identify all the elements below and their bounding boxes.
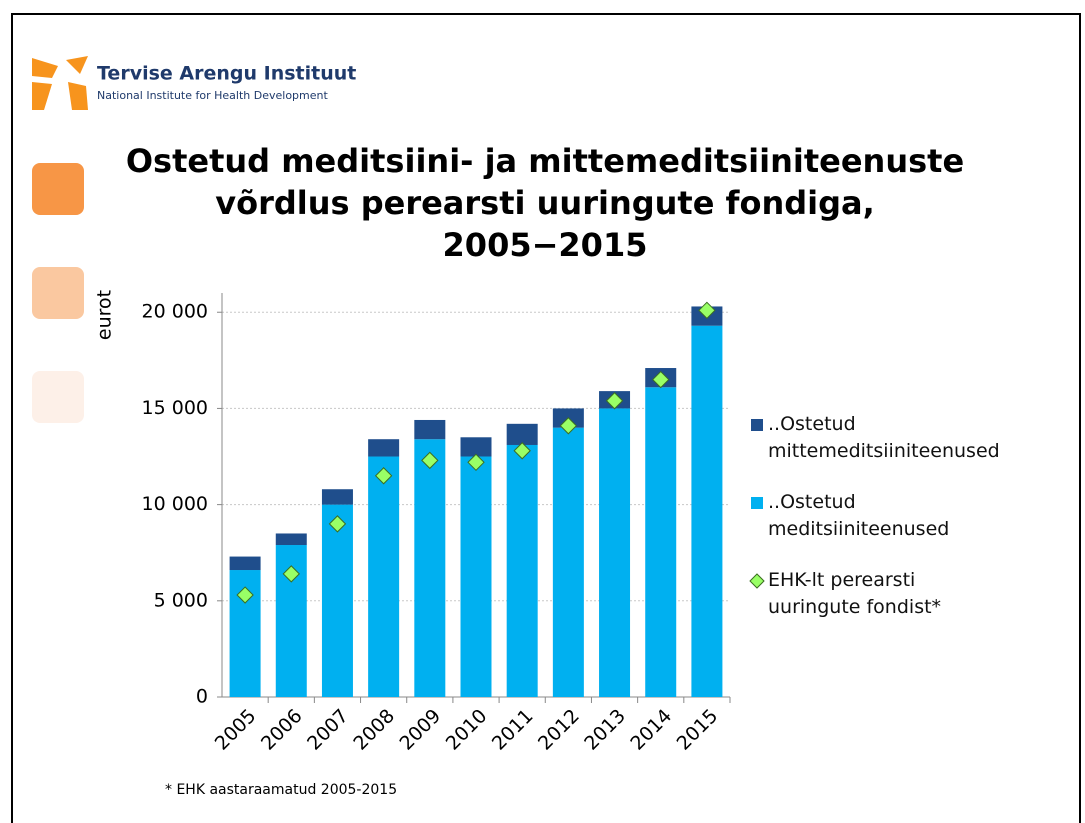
marker: [559, 417, 578, 435]
x-tick-label: 2012: [534, 705, 584, 755]
bar-segment: [368, 456, 400, 697]
x-tick-label: 2010: [442, 705, 492, 755]
org-subtitle: National Institute for Health Developmen…: [97, 89, 328, 102]
bar-segment: [599, 408, 631, 697]
bar-segment: [321, 504, 353, 697]
marker: [374, 467, 393, 485]
x-tick-label: 2007: [303, 705, 353, 755]
chart-title: Ostetud meditsiini- ja mittemeditsiinite…: [125, 142, 965, 264]
marker: [698, 301, 716, 320]
legend-label: ..Ostetud meditsiiniteenused: [768, 491, 950, 540]
y-axis-label: eurot: [94, 290, 116, 340]
legend-label: EHK-lt perearsti uuringute fondist*: [768, 569, 942, 618]
x-tick-label: 2006: [257, 705, 307, 755]
x-tick-label: 2013: [580, 705, 630, 755]
logo: [32, 56, 88, 110]
x-tick-label: 2015: [673, 705, 723, 755]
marker: [236, 586, 254, 604]
marker: [328, 515, 347, 533]
marker: [421, 451, 439, 470]
y-tick-label: 5 000: [154, 589, 208, 611]
bar-segment: [460, 437, 492, 457]
bar-segment: [275, 533, 307, 546]
marker: [652, 370, 670, 389]
bar-segment: [414, 419, 446, 440]
bar-segment: [691, 325, 723, 697]
legend-marker: [749, 573, 765, 589]
y-tick-label: 15 000: [142, 397, 208, 419]
footnote: * EHK aastaraamatud 2005-2015: [165, 782, 397, 798]
y-tick-label: 10 000: [142, 493, 208, 515]
y-tick-label: 0: [196, 686, 208, 708]
marker: [513, 442, 531, 460]
decor-square: [32, 267, 84, 319]
marker: [282, 565, 300, 583]
bar-segment: [414, 439, 446, 697]
bar-segment: [506, 444, 538, 697]
legend-label: ..Ostetud mittemeditsiiniteenused: [768, 413, 1000, 462]
bar-segment: [506, 423, 538, 445]
bar-segment: [645, 387, 677, 697]
x-tick-label: 2009: [395, 705, 445, 755]
legend-swatch: [751, 497, 763, 509]
marker: [605, 392, 624, 410]
org-name: Tervise Arengu Instituut: [97, 63, 356, 85]
x-tick-label: 2008: [349, 705, 399, 755]
bar-segment: [460, 456, 492, 697]
decor-square: [32, 163, 84, 215]
x-tick-label: 2005: [211, 705, 261, 755]
decor-square: [32, 371, 84, 423]
x-tick-label: 2014: [626, 705, 676, 755]
slide-border: [11, 13, 1081, 823]
marker: [467, 453, 485, 472]
y-tick-label: 20 000: [142, 301, 208, 323]
legend-swatch: [751, 419, 763, 431]
bar-segment: [229, 556, 261, 571]
bar-segment: [368, 439, 400, 457]
bar-segment: [321, 489, 353, 505]
x-tick-label: 2011: [488, 705, 538, 755]
bar-segment: [552, 427, 584, 697]
